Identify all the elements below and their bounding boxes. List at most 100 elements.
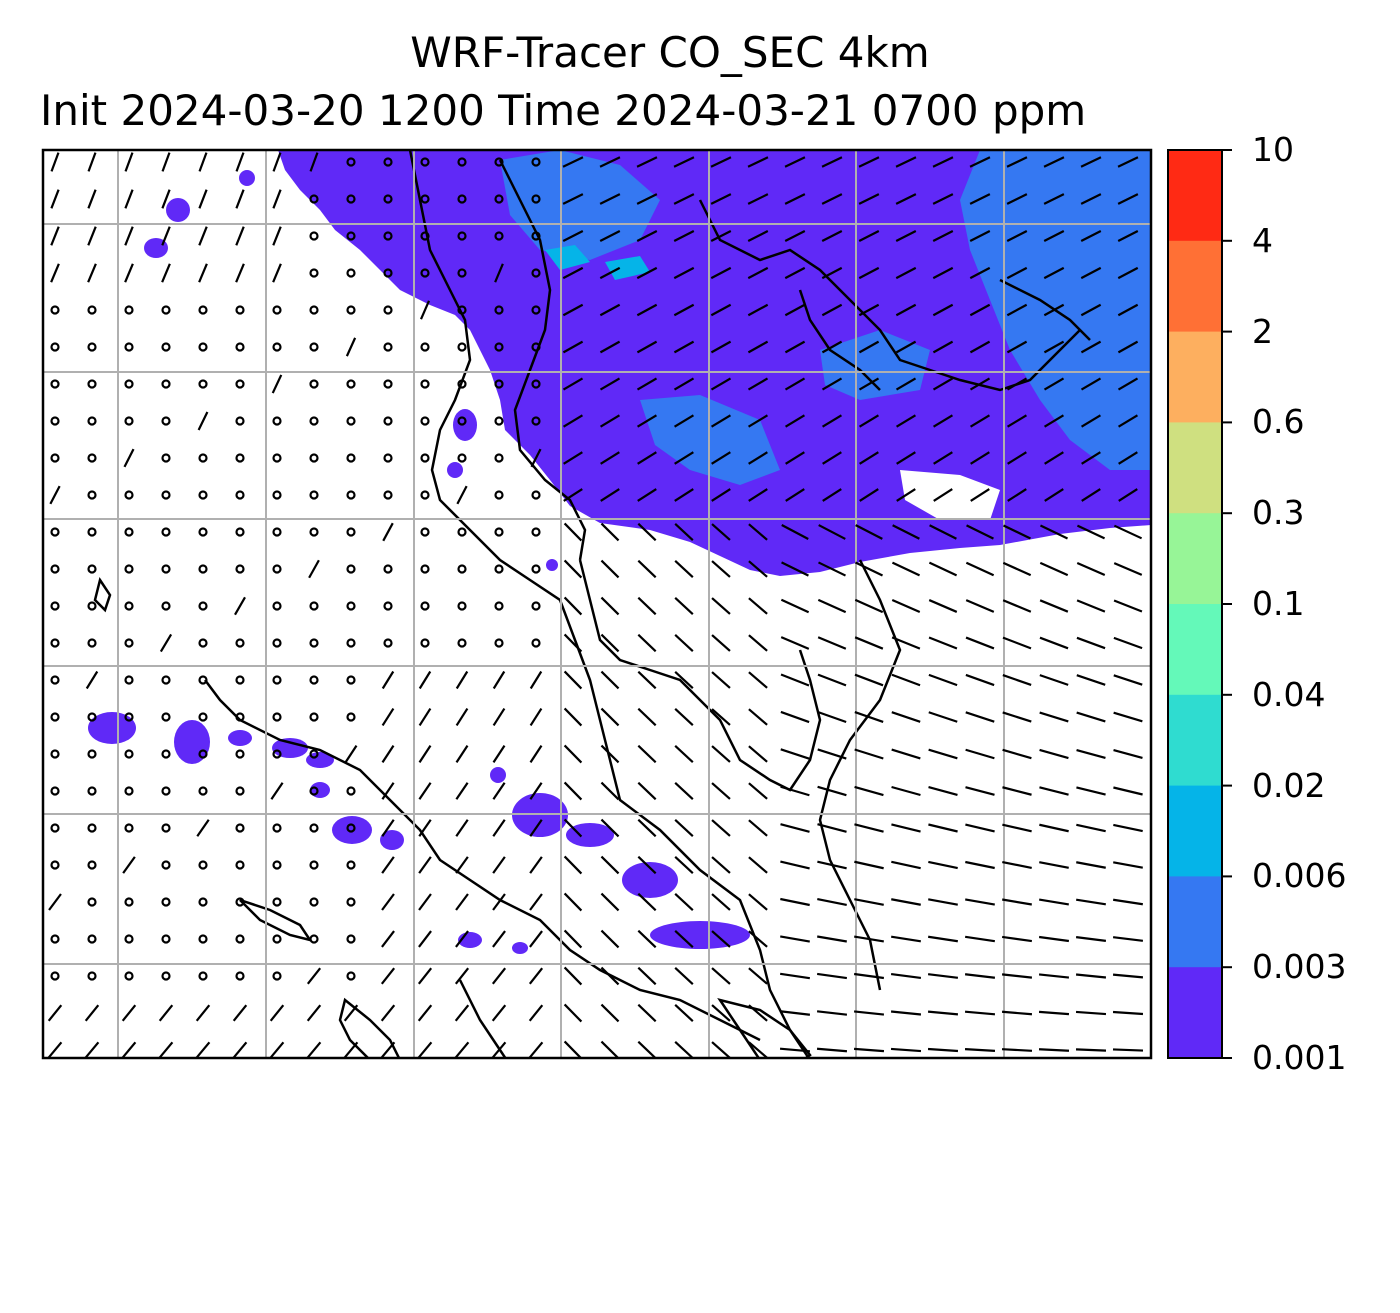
calm-wind-marker: [198, 527, 208, 537]
calm-wind-marker: [272, 490, 282, 500]
wind-barb: [965, 748, 995, 760]
wind-barb: [748, 1004, 768, 1022]
wind-barb: [600, 744, 620, 764]
wind-barb: [1001, 973, 1033, 979]
wind-barb: [673, 303, 695, 317]
wind-barb: [381, 930, 395, 948]
wind-barb: [1038, 1010, 1070, 1016]
calm-wind-marker: [457, 305, 467, 315]
calm-wind-marker: [531, 379, 541, 389]
calm-wind-marker: [531, 194, 541, 204]
wind-barb: [780, 710, 810, 724]
wind-barb: [637, 633, 657, 653]
wind-barb: [816, 1047, 848, 1053]
calm-wind-marker: [346, 786, 356, 796]
wind-barb: [965, 599, 995, 613]
calm-wind-marker: [235, 712, 245, 722]
calm-wind-marker: [420, 268, 430, 278]
calm-wind-marker: [309, 527, 319, 537]
wind-barb: [382, 522, 394, 542]
wind-barb: [711, 671, 731, 689]
wind-barb: [896, 488, 916, 502]
wind-barb: [563, 966, 583, 986]
wind-barb: [674, 451, 694, 465]
wind-barb: [932, 193, 954, 205]
wind-barb: [122, 856, 136, 874]
calm-wind-marker: [87, 934, 97, 944]
wind-barb: [636, 266, 658, 280]
wind-barb: [528, 967, 544, 985]
wind-barb: [891, 636, 921, 650]
wind-barb: [562, 340, 584, 354]
wind-barb: [780, 598, 810, 614]
wind-barb: [562, 193, 584, 205]
calm-wind-marker: [494, 490, 504, 500]
wind-barb: [1113, 861, 1143, 869]
calm-wind-marker: [87, 379, 97, 389]
calm-wind-marker: [346, 897, 356, 907]
wind-barb: [964, 1048, 996, 1052]
wind-barb: [1038, 973, 1070, 979]
wind-barb: [891, 673, 921, 687]
wind-barb: [494, 263, 504, 283]
wind-barb: [933, 488, 953, 502]
wind-barb: [891, 598, 921, 614]
wind-barb: [454, 967, 470, 985]
wind-barb: [306, 967, 322, 985]
wind-barb: [232, 1004, 248, 1022]
calm-wind-marker: [235, 638, 245, 648]
calm-wind-marker: [457, 231, 467, 241]
wind-barb: [529, 893, 543, 911]
wind-barb: [563, 1003, 583, 1023]
wind-barb: [780, 673, 810, 687]
wind-barb: [822, 414, 842, 428]
colorbar-frame: [1167, 149, 1223, 1059]
wind-barb: [1006, 303, 1028, 317]
calm-wind-marker: [457, 638, 467, 648]
wind-barb: [1007, 488, 1027, 502]
wind-barb: [854, 935, 884, 943]
wind-barb: [563, 633, 583, 653]
calm-wind-marker: [272, 527, 282, 537]
wind-barb: [854, 748, 884, 760]
wind-barb: [158, 1041, 174, 1058]
wind-barb: [674, 967, 694, 985]
calm-wind-marker: [420, 601, 430, 611]
wind-barb: [928, 823, 958, 833]
calm-wind-marker: [420, 638, 430, 648]
wind-barb: [711, 488, 731, 502]
calm-wind-marker: [346, 305, 356, 315]
calm-wind-marker: [272, 416, 282, 426]
wind-barb: [563, 855, 583, 875]
gridlines: [43, 150, 1151, 1058]
wind-barb: [928, 786, 958, 796]
tracer-field-high-1: [545, 245, 590, 270]
wind-barb: [711, 708, 731, 726]
wind-barb: [418, 782, 432, 800]
wind-barb: [562, 156, 584, 168]
wind-barb: [637, 781, 657, 801]
wind-barb: [84, 1041, 100, 1058]
calm-wind-marker: [198, 712, 208, 722]
wind-barb: [747, 377, 769, 391]
wind-barb: [1081, 414, 1101, 428]
wind-barb: [636, 303, 658, 317]
wind-barb: [711, 819, 731, 837]
calm-wind-marker: [383, 268, 393, 278]
calm-wind-marker: [531, 564, 541, 574]
calm-wind-marker: [235, 971, 245, 981]
wind-barb: [1039, 786, 1069, 796]
wind-barb: [781, 524, 809, 540]
calm-wind-marker: [50, 749, 60, 759]
wind-barb: [965, 673, 995, 687]
wind-barb: [858, 266, 880, 280]
wind-barb: [711, 745, 731, 763]
wind-barb: [85, 670, 99, 690]
wind-barb: [821, 340, 843, 354]
wind-barb: [637, 1040, 657, 1058]
calm-wind-marker: [383, 379, 393, 389]
wind-barb: [710, 193, 732, 205]
wind-barb: [272, 263, 282, 283]
wind-barb: [896, 414, 916, 428]
wind-barb: [1113, 786, 1143, 796]
